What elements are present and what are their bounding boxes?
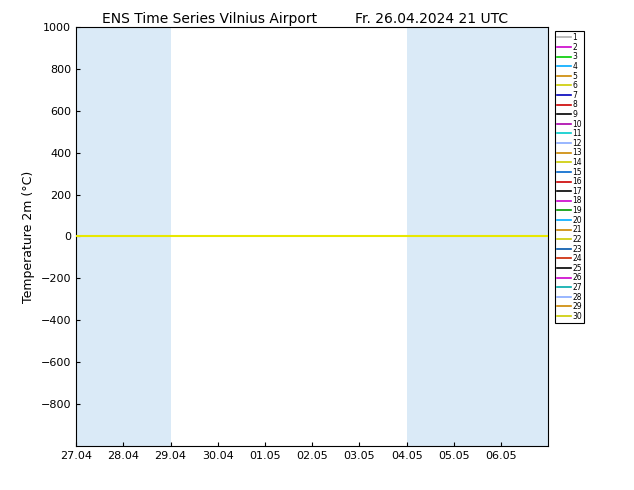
Text: ENS Time Series Vilnius Airport: ENS Time Series Vilnius Airport bbox=[101, 12, 317, 26]
Bar bbox=[454, 27, 501, 446]
Text: Fr. 26.04.2024 21 UTC: Fr. 26.04.2024 21 UTC bbox=[354, 12, 508, 26]
Legend: 1, 2, 3, 4, 5, 6, 7, 8, 9, 10, 11, 12, 13, 14, 15, 16, 17, 18, 19, 20, 21, 22, 2: 1, 2, 3, 4, 5, 6, 7, 8, 9, 10, 11, 12, 1… bbox=[555, 31, 584, 323]
Bar bbox=[501, 27, 572, 446]
Y-axis label: Temperature 2m (°C): Temperature 2m (°C) bbox=[22, 171, 35, 302]
Bar bbox=[76, 27, 123, 446]
Bar bbox=[407, 27, 454, 446]
Bar bbox=[123, 27, 171, 446]
